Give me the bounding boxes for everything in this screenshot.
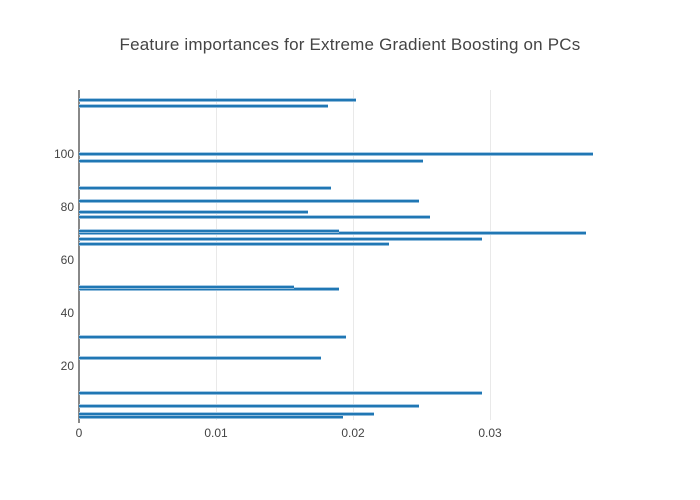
gridline-x-0.03 (490, 90, 491, 420)
x-tick-label-0: 0 (75, 426, 83, 440)
bar-feature-97[interactable] (79, 159, 423, 163)
y-tick-label-40: 40 (60, 306, 74, 320)
bar-feature-50[interactable] (79, 285, 294, 289)
gridline-x-0.01 (216, 90, 217, 420)
y-tick-label-100: 100 (53, 147, 74, 161)
bar-feature-100[interactable] (79, 152, 593, 156)
y-axis-line (78, 90, 80, 423)
bar-feature-31[interactable] (79, 335, 346, 339)
bar-feature-71[interactable] (79, 229, 339, 233)
bar-feature-49[interactable] (79, 287, 339, 291)
bar-feature-87[interactable] (79, 186, 331, 190)
bar-feature-70[interactable] (79, 231, 586, 235)
bar-feature-68[interactable] (79, 237, 482, 241)
x-tick-label-0.03: 0.03 (478, 426, 502, 440)
bar-feature-10[interactable] (79, 391, 482, 395)
bar-feature-1[interactable] (79, 415, 343, 419)
bar-feature-5[interactable] (79, 404, 419, 408)
x-tick-label-0.02: 0.02 (341, 426, 365, 440)
gridline-x-0.02 (353, 90, 354, 420)
y-tick-label-80: 80 (60, 200, 74, 214)
bar-feature-118[interactable] (79, 104, 328, 108)
bar-feature-2[interactable] (79, 412, 374, 416)
bar-feature-82[interactable] (79, 199, 419, 203)
bar-feature-78[interactable] (79, 210, 308, 214)
bar-feature-23[interactable] (79, 356, 321, 360)
chart-title: Feature importances for Extreme Gradient… (119, 35, 581, 54)
bar-feature-76[interactable] (79, 215, 430, 219)
bar-feature-120[interactable] (79, 98, 356, 102)
bar-feature-66[interactable] (79, 242, 389, 246)
x-tick-label-0.01: 0.01 (204, 426, 228, 440)
y-tick-label-60: 60 (60, 253, 74, 267)
y-tick-label-20: 20 (60, 359, 74, 373)
